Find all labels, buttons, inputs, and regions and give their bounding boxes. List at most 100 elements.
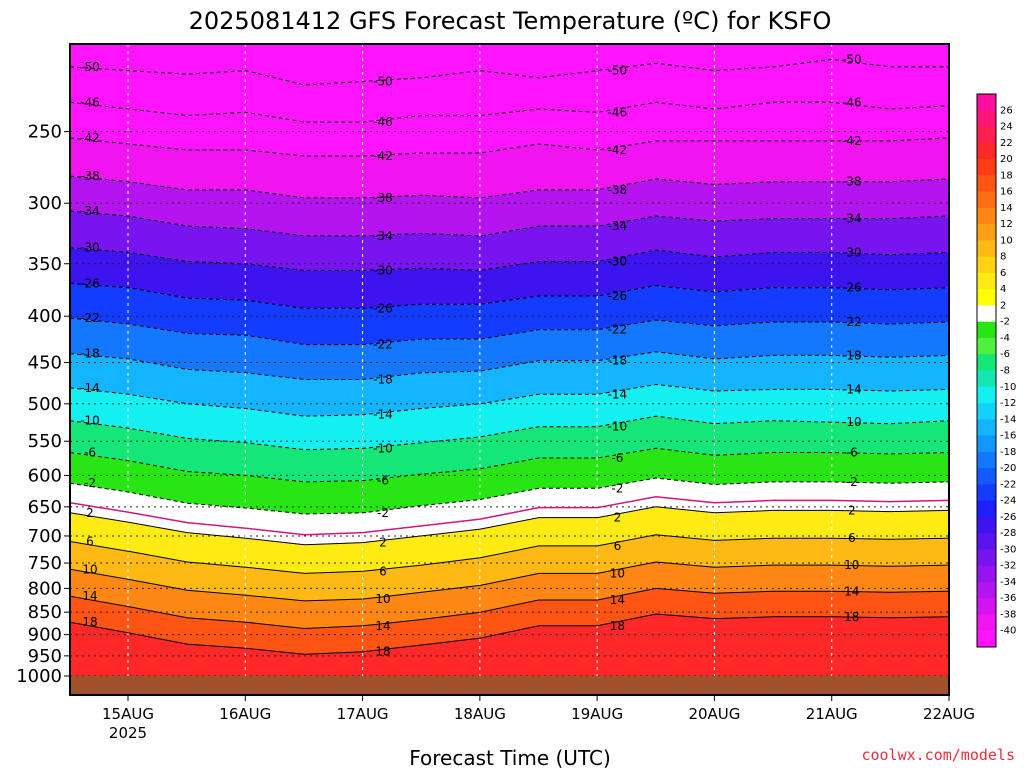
plot-frame	[69, 43, 950, 696]
colorbar-label-22: 22	[1000, 138, 1013, 149]
colorbar-swatch-12	[977, 289, 996, 306]
isotherm-label--30-2: -30	[608, 255, 628, 269]
y-tick-label-600: 600	[28, 465, 62, 486]
colorbar-label--14: -14	[1000, 414, 1016, 425]
isotherm-6	[70, 534, 949, 574]
y-tick-label-250: 250	[28, 122, 62, 143]
colorbar-swatch-11	[977, 272, 996, 290]
credit-link[interactable]: coolwx.com/models	[861, 746, 1015, 764]
isotherm-label-18-0: 18	[82, 615, 97, 629]
colorbar-swatch-25	[977, 500, 996, 518]
colorbar-label-26: 26	[1000, 105, 1013, 116]
colorbar-swatch-10	[977, 256, 996, 274]
isotherm-label--38-2: -38	[608, 183, 628, 197]
x-tick-label-15AUG: 15AUG	[102, 705, 154, 723]
colorbar-label-4: 4	[1000, 284, 1006, 295]
colorbar-frame	[976, 93, 997, 648]
isotherm-label-10-1: 10	[375, 592, 390, 606]
isotherm-label--42-0: -42	[80, 131, 100, 145]
colorbar-swatch-18	[977, 386, 996, 404]
band--6-to--2	[70, 448, 949, 515]
band--50-to--46	[70, 59, 949, 123]
colorbar-label--40: -40	[1000, 626, 1016, 637]
colorbar-swatch-30	[977, 581, 996, 599]
colorbar-swatch-4	[977, 159, 996, 176]
colorbar-swatch-3	[977, 142, 996, 160]
colorbar-swatch-26	[977, 516, 996, 534]
band--18-to--14	[70, 351, 949, 417]
isotherm-label--34-0: -34	[80, 204, 100, 218]
isotherm-label--22-3: -22	[842, 315, 862, 329]
x-tick-label-17AUG: 17AUG	[337, 705, 389, 723]
band--38-to--34	[70, 176, 949, 236]
colorbar-swatch-9	[977, 240, 996, 258]
colorbar-label-10: 10	[1000, 235, 1013, 246]
y-tick-label-800: 800	[28, 578, 62, 599]
isotherm-label-14-0: 14	[82, 589, 97, 603]
isotherm-label--14-1: -14	[373, 408, 393, 422]
isotherm-label-6-0: 6	[86, 535, 94, 549]
colorbar-label--34: -34	[1000, 577, 1016, 588]
y-tick-label-1000: 1000	[16, 666, 62, 687]
colorbar-label-8: 8	[1000, 252, 1006, 263]
isotherm-label--30-0: -30	[80, 241, 100, 255]
grid-lines	[70, 44, 949, 695]
isotherm-label--2-2: -2	[611, 481, 623, 495]
y-tick-label-750: 750	[28, 553, 62, 574]
band-6-to-10	[70, 534, 949, 601]
isotherm-label--6-3: -6	[846, 445, 858, 459]
isotherm--26	[70, 282, 949, 309]
colorbar-swatch-29	[977, 565, 996, 583]
isotherm--30	[70, 247, 949, 271]
colorbar-swatch-33	[977, 630, 996, 648]
isotherm-18	[70, 613, 949, 655]
isotherm-label--2-0: -2	[84, 476, 96, 490]
x-axis-title: Forecast Time (UTC)	[409, 746, 611, 768]
isotherm-label--18-2: -18	[608, 354, 628, 368]
isotherm-label-18-3: 18	[844, 610, 859, 624]
isotherm-label--46-2: -46	[608, 105, 628, 119]
isotherm-label-6-3: 6	[848, 531, 856, 545]
band-10-to-14	[70, 561, 949, 629]
colorbar-swatch-0	[977, 94, 996, 111]
isotherm-label--18-1: -18	[373, 373, 393, 387]
isotherm-label--10-1: -10	[373, 441, 393, 455]
y-tick-label-500: 500	[28, 394, 62, 415]
colorbar-swatch-23	[977, 468, 996, 485]
band--26-to--22	[70, 283, 949, 345]
isotherm-label-6-2: 6	[614, 539, 622, 553]
isotherm-label--34-3: -34	[842, 212, 862, 226]
isotherm--34	[70, 210, 949, 237]
isotherm-label-14-2: 14	[610, 593, 625, 607]
colorbar-label-6: 6	[1000, 268, 1006, 279]
x-tick-label-20AUG: 20AUG	[688, 705, 740, 723]
isotherm-lines: -50 -50 -50 -50 -46 -46 -46 -46 -42 -42 -42 -42 -38 -…	[70, 52, 949, 659]
colorbar-swatch-2	[977, 126, 996, 144]
colorbar-label-12: 12	[1000, 219, 1013, 230]
isotherm--6	[70, 447, 949, 483]
isotherm-label--22-2: -22	[608, 323, 628, 337]
colorbar-label--4: -4	[1000, 333, 1010, 344]
isotherm--22	[70, 317, 949, 346]
band--30-to--26	[70, 247, 949, 309]
isotherm-label--30-1: -30	[373, 263, 393, 277]
colorbar-label--8: -8	[1000, 366, 1010, 377]
y-tick-label-700: 700	[28, 526, 62, 547]
band-14-to-18	[70, 588, 949, 655]
colorbar-swatch-16	[977, 354, 996, 371]
isotherm-label--26-2: -26	[608, 289, 628, 303]
isotherm-label--42-1: -42	[373, 149, 393, 163]
chart-title: 2025081412 GFS Forecast Temperature (ºC)…	[189, 7, 832, 35]
isotherm--18	[70, 351, 949, 380]
colorbar-swatch-5	[977, 175, 996, 193]
colorbar-label-14: 14	[1000, 203, 1013, 214]
isotherm-label--2-3: -2	[846, 475, 858, 489]
colorbar-label-16: 16	[1000, 187, 1013, 198]
isotherm-label--10-2: -10	[608, 420, 628, 434]
isotherm-label--46-3: -46	[842, 95, 862, 109]
isotherm-label--14-0: -14	[80, 381, 100, 395]
isotherm-label-18-2: 18	[610, 619, 625, 633]
colorbar-label--12: -12	[1000, 398, 1016, 409]
band--10-to--6	[70, 416, 949, 482]
